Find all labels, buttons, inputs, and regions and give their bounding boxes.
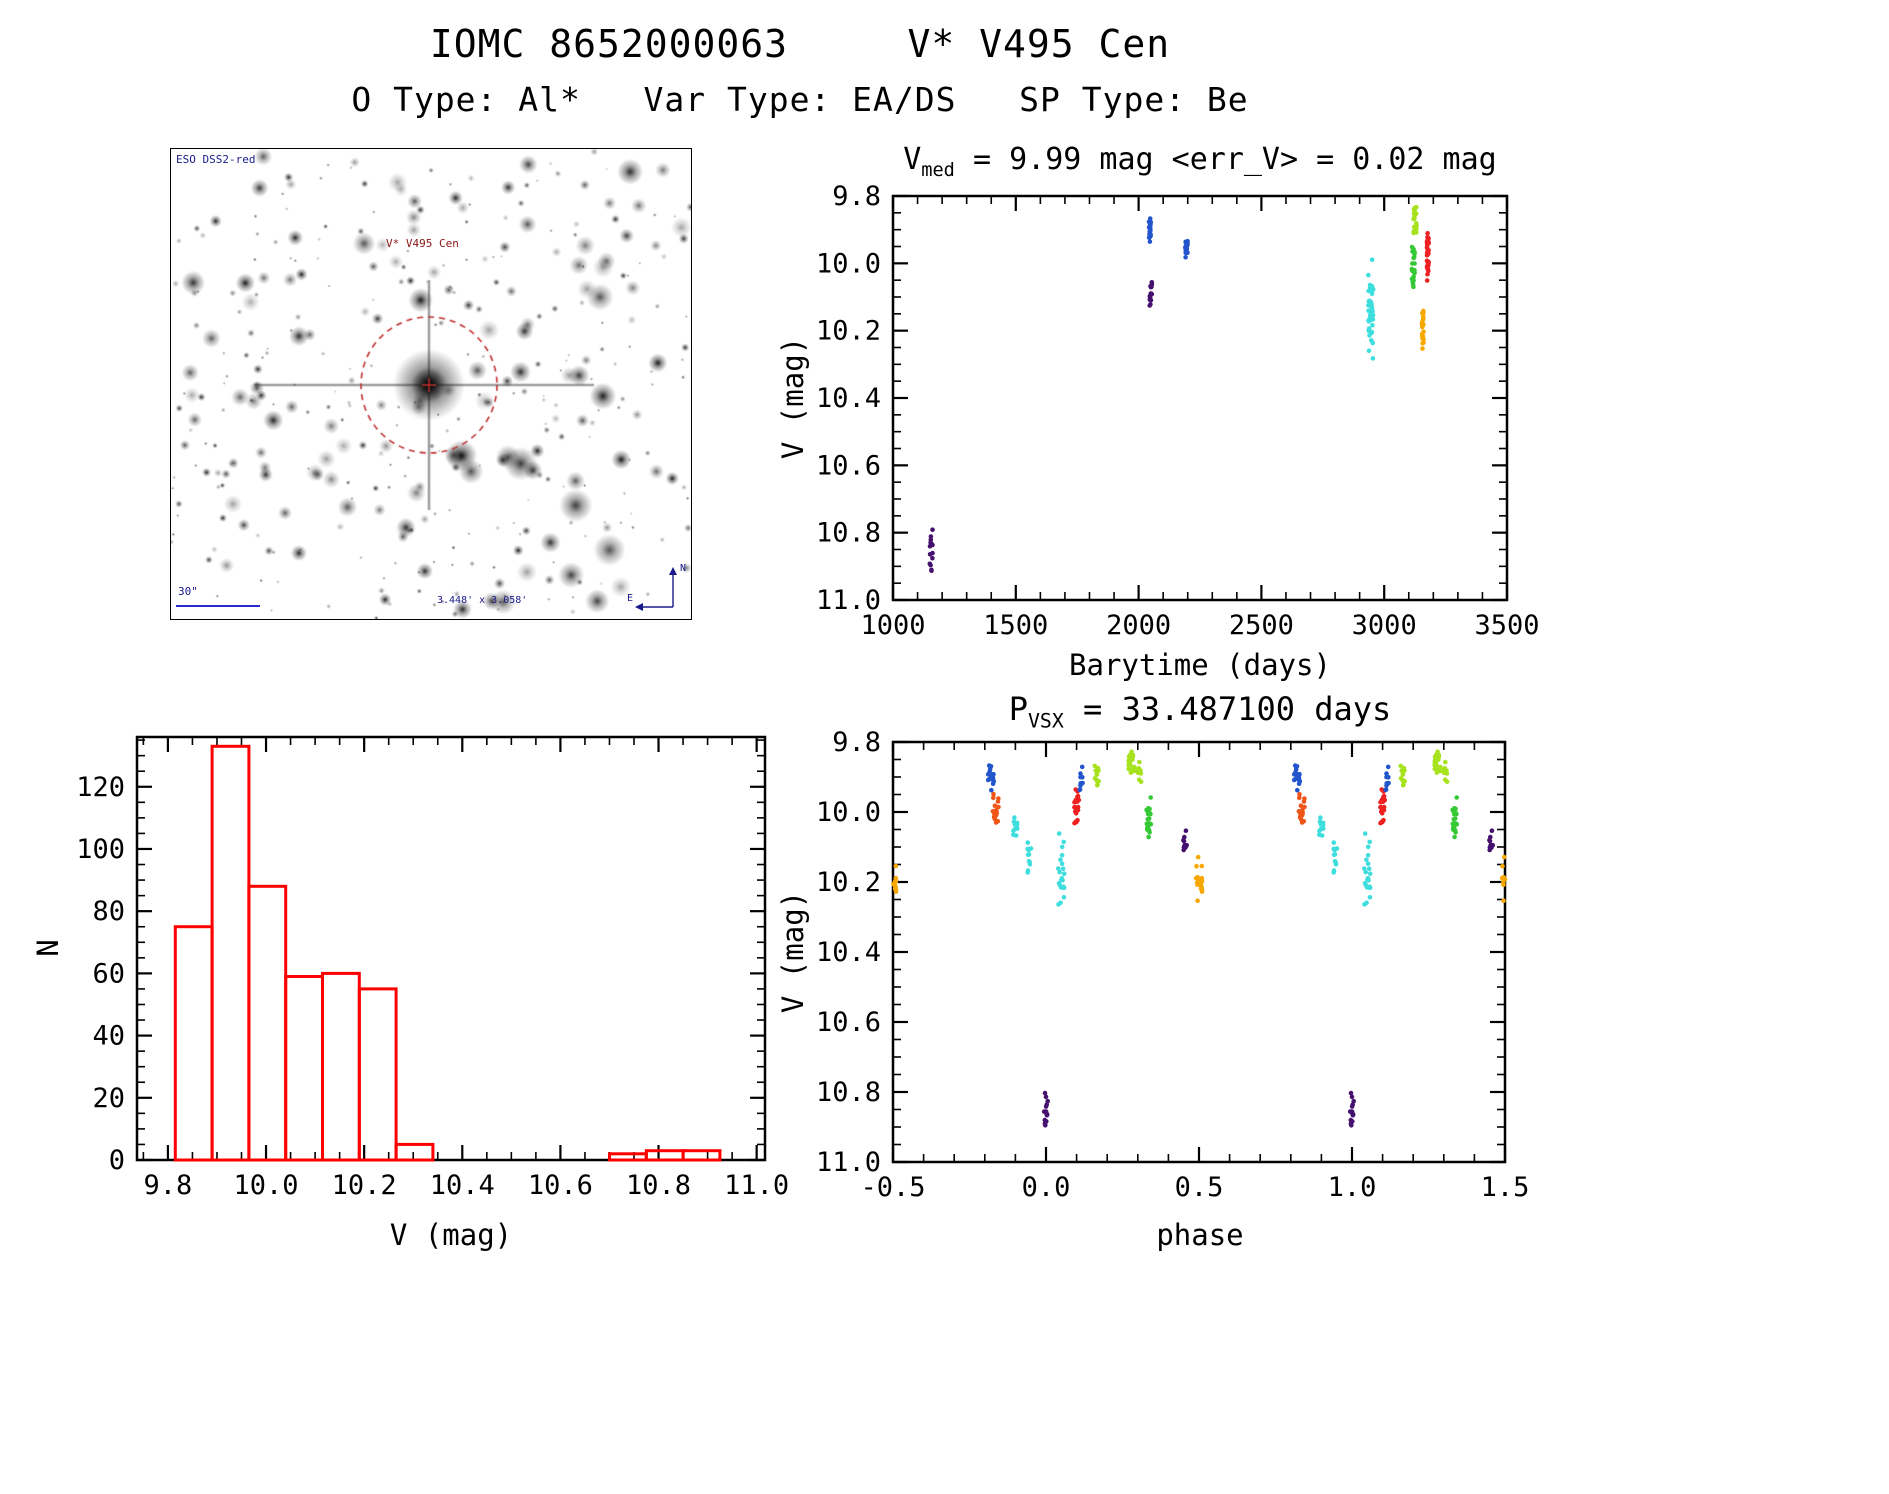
compass-north-label: N <box>680 563 686 574</box>
starfield-image <box>171 149 691 619</box>
finder-scale-label: 30" <box>178 585 198 598</box>
svg-text:10.8: 10.8 <box>816 518 881 549</box>
histogram-y-axis-label: N <box>31 939 65 957</box>
svg-text:10.4: 10.4 <box>430 1170 495 1201</box>
svg-text:10.8: 10.8 <box>626 1170 691 1201</box>
svg-text:-0.5: -0.5 <box>860 1172 925 1203</box>
phase-title-symbol: P <box>1008 690 1028 728</box>
svg-text:1000: 1000 <box>860 610 925 641</box>
finder-scale-bar <box>176 605 260 607</box>
svg-text:100: 100 <box>76 834 125 865</box>
lightcurve-title-value: = 9.99 mag <err_V> = 0.02 mag <box>954 142 1497 177</box>
compass-east-label: E <box>627 593 633 604</box>
histogram-x-axis-label: V (mag) <box>389 1218 513 1252</box>
svg-text:10.4: 10.4 <box>816 937 881 968</box>
svg-text:10.0: 10.0 <box>816 797 881 828</box>
svg-text:0.5: 0.5 <box>1175 1172 1224 1203</box>
phase-x-axis-label: phase <box>1156 1218 1244 1252</box>
svg-text:3500: 3500 <box>1474 610 1539 641</box>
compass-east-arrow <box>635 603 643 611</box>
page-header: IOMC 8652000063 V* V495 Cen O Type: Al* … <box>0 22 1600 119</box>
phase-title-value: = 33.487100 days <box>1063 690 1392 728</box>
svg-text:1.0: 1.0 <box>1328 1172 1377 1203</box>
svg-text:0.0: 0.0 <box>1022 1172 1071 1203</box>
lightcurve-title-symbol: V <box>903 142 922 177</box>
lightcurve-y-axis-label: V (mag) <box>776 336 810 460</box>
page-title: IOMC 8652000063 V* V495 Cen <box>429 22 1171 66</box>
compass-north-arrow <box>669 567 677 575</box>
svg-text:10.6: 10.6 <box>816 450 881 481</box>
lightcurve-title-subscript: med <box>921 160 955 181</box>
svg-text:1.5: 1.5 <box>1481 1172 1530 1203</box>
finder-fov-label: 3.448' x 3.058' <box>437 595 528 606</box>
svg-text:10.2: 10.2 <box>816 316 881 347</box>
svg-text:10.6: 10.6 <box>528 1170 593 1201</box>
svg-text:10.2: 10.2 <box>332 1170 397 1201</box>
svg-text:10.6: 10.6 <box>816 1007 881 1038</box>
svg-text:2500: 2500 <box>1229 610 1294 641</box>
lightcurve-canvas: 1000 1500 2000 2500 3000 3500 9.8 10.0 10.2 10.4 1… <box>816 181 1540 641</box>
finder-chart: ESO DSS2-red V* V495 Cen 30" 3.448' x 3.… <box>170 148 692 620</box>
finder-survey-label: ESO DSS2-red <box>176 153 256 166</box>
compass-rose: N E <box>627 563 686 611</box>
svg-text:40: 40 <box>92 1021 125 1052</box>
svg-text:120: 120 <box>76 772 125 803</box>
svg-text:11.0: 11.0 <box>816 585 881 616</box>
phase-title: PVSX = 33.487100 days <box>830 690 1570 732</box>
svg-text:10.8: 10.8 <box>816 1077 881 1108</box>
svg-text:3000: 3000 <box>1352 610 1417 641</box>
finder-star-label: V* V495 Cen <box>386 237 459 250</box>
page-subtitle: O Type: Al* Var Type: EA/DS SP Type: Be <box>351 80 1249 119</box>
histogram-canvas: 9.8 10.0 10.2 10.4 10.6 10.8 11.0 0 20 40 60 80 100 1… <box>76 735 789 1201</box>
svg-text:10.0: 10.0 <box>234 1170 299 1201</box>
phase-y-axis-label: V (mag) <box>776 890 810 1014</box>
lightcurve-title: Vmed = 9.99 mag <err_V> = 0.02 mag <box>830 142 1570 181</box>
svg-text:11.0: 11.0 <box>724 1170 789 1201</box>
svg-text:10.2: 10.2 <box>816 867 881 898</box>
svg-text:10.0: 10.0 <box>816 248 881 279</box>
svg-text:9.8: 9.8 <box>832 181 881 212</box>
phase-title-subscript: VSX <box>1027 709 1064 733</box>
svg-text:20: 20 <box>92 1083 125 1114</box>
svg-text:9.8: 9.8 <box>832 730 881 758</box>
phase-canvas: -0.5 0.0 0.5 1.0 1.5 9.8 10.0 10.2 10.4 10.6 10.8 1… <box>816 730 1530 1203</box>
svg-text:0: 0 <box>109 1145 125 1176</box>
svg-text:11.0: 11.0 <box>816 1147 881 1178</box>
svg-text:9.8: 9.8 <box>144 1170 193 1201</box>
svg-text:1500: 1500 <box>983 610 1048 641</box>
svg-text:60: 60 <box>92 958 125 989</box>
svg-text:2000: 2000 <box>1106 610 1171 641</box>
svg-text:10.4: 10.4 <box>816 383 881 414</box>
lightcurve-x-axis-label: Barytime (days) <box>1069 648 1331 682</box>
svg-text:80: 80 <box>92 896 125 927</box>
